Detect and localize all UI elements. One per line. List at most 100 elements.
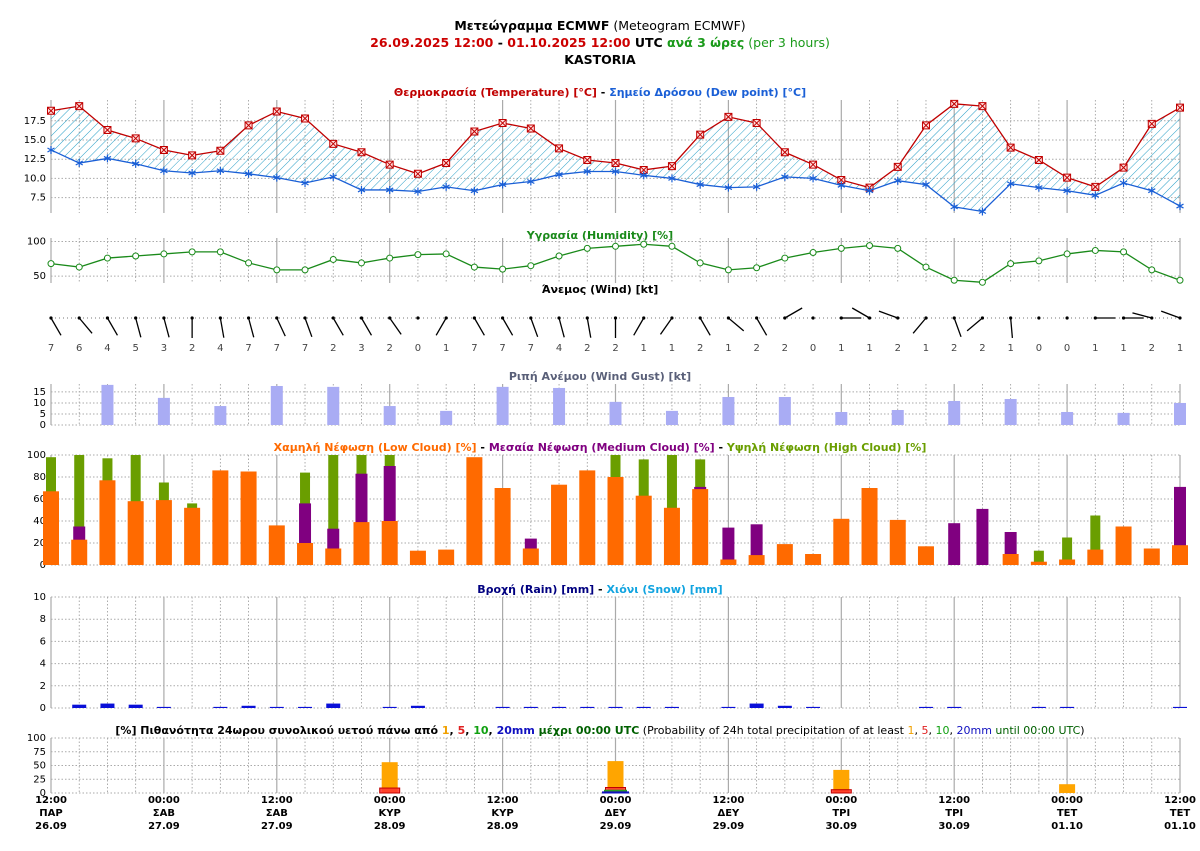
- title-part: 5: [921, 724, 928, 737]
- title-part: -: [597, 86, 609, 99]
- wind-arrow: [784, 307, 803, 319]
- title-part: 10: [473, 724, 489, 737]
- x-tick-label: 29.09: [600, 821, 632, 832]
- point-marker: [527, 262, 535, 270]
- point-marker: [132, 252, 140, 260]
- x-tick-label: 26.09: [35, 821, 67, 832]
- bar: [1060, 706, 1075, 708]
- wind-speed: 2: [584, 343, 590, 354]
- panel-title: Υγρασία (Humidity) [%]: [526, 229, 673, 242]
- y-tick-label: 15.0: [24, 135, 46, 146]
- bar: [579, 470, 596, 565]
- x-tick-label: ΔΕΥ: [605, 808, 628, 819]
- panel-title: Θερμοκρασία (Temperature) [°C] - Σημείο …: [394, 86, 806, 99]
- wind-arrow: [912, 317, 927, 334]
- temp-marker: [442, 159, 451, 168]
- wind-speed: 7: [302, 343, 308, 354]
- temp-marker: [75, 102, 84, 111]
- bar: [495, 706, 510, 708]
- dew-marker: [216, 166, 225, 175]
- dew-marker: [809, 174, 817, 183]
- dew-marker: [357, 185, 366, 194]
- wind-speed: 1: [669, 343, 675, 354]
- bar: [1143, 548, 1160, 565]
- title-part: -: [477, 441, 489, 454]
- bar: [918, 706, 933, 708]
- wind-arrow: [727, 317, 745, 332]
- point-marker: [301, 266, 309, 274]
- x-tick-label: 00:00: [1051, 795, 1083, 806]
- bar: [522, 548, 539, 565]
- bar: [580, 706, 595, 708]
- temp-marker: [1147, 119, 1156, 128]
- bar: [212, 470, 229, 565]
- y-tick-label: 2: [40, 681, 46, 692]
- panel-title: Ριπή Ανέμου (Wind Gust) [kt]: [509, 370, 691, 383]
- wind-speed: 1: [641, 343, 647, 354]
- bar: [663, 507, 680, 565]
- x-tick-label: 12:00: [1164, 795, 1196, 806]
- bar: [749, 703, 764, 708]
- x-tick-label: ΤΡΙ: [945, 808, 963, 819]
- wind-speed: 1: [1092, 343, 1098, 354]
- wind-arrow: [304, 317, 313, 338]
- wind-arrow: [966, 317, 983, 332]
- title-part: Χαμηλή Νέφωση (Low Cloud) [%]: [274, 441, 477, 454]
- dew-marker: [188, 169, 196, 178]
- dew-marker: [668, 174, 676, 183]
- bar: [381, 521, 398, 565]
- point-marker: [950, 276, 958, 284]
- title-part: Μετεώγραμμα ECMWF: [454, 18, 609, 33]
- point-marker: [866, 242, 874, 250]
- temp-marker: [780, 148, 789, 157]
- temp-marker: [724, 112, 733, 121]
- dew-marker: [329, 172, 338, 181]
- y-tick-label: 100: [27, 450, 46, 461]
- temp-marker: [1063, 173, 1072, 182]
- wind-speed: 4: [104, 343, 110, 354]
- title-part: Ριπή Ανέμου (Wind Gust) [kt]: [509, 370, 691, 383]
- bar: [72, 704, 87, 708]
- bar: [325, 548, 342, 565]
- temp-marker: [583, 155, 592, 164]
- x-tick-label: ΚΥΡ: [379, 808, 401, 819]
- x-tick-label: ΤΡΙ: [832, 808, 850, 819]
- bar: [636, 706, 651, 708]
- x-tick-label: ΔΕΥ: [717, 808, 740, 819]
- temp-marker: [893, 162, 902, 171]
- bar: [722, 397, 735, 425]
- wind-arrow: [360, 317, 373, 336]
- wind-arrow: [878, 310, 898, 319]
- bar: [602, 791, 629, 794]
- bar: [1174, 402, 1186, 425]
- wind-arrow: [473, 317, 485, 336]
- bar: [805, 554, 822, 565]
- wind-dot: [1037, 316, 1041, 320]
- dew-marker: [75, 159, 84, 168]
- dew-marker: [1091, 191, 1100, 200]
- y-tick-label: 0: [40, 420, 46, 431]
- bar: [410, 705, 425, 708]
- point-marker: [160, 250, 168, 258]
- title-part: KASTORIA: [564, 52, 636, 67]
- wind-speed: 1: [1177, 343, 1183, 354]
- x-tick-label: 28.09: [374, 821, 406, 832]
- y-tick-label: 50: [33, 271, 46, 282]
- x-tick-label: 30.09: [825, 821, 857, 832]
- temp-marker: [555, 144, 564, 153]
- wind-speed: 7: [528, 343, 534, 354]
- title-part: Θερμοκρασία (Temperature) [°C]: [394, 86, 597, 99]
- wind-speed: 2: [1149, 343, 1155, 354]
- panel-title: Άνεμος (Wind) [kt]: [542, 283, 659, 296]
- bar: [665, 410, 678, 425]
- wind-arrow: [219, 317, 225, 338]
- title-part: 1: [907, 724, 914, 737]
- point-marker: [1148, 266, 1156, 274]
- x-tick-label: 01.10: [1164, 821, 1196, 832]
- bar: [409, 550, 426, 565]
- title-part: [%] Πιθανότητα 24ωρου συνολικού υετού πά…: [115, 724, 441, 737]
- point-marker: [555, 252, 563, 260]
- y-tick-label: 100: [27, 733, 46, 744]
- bar: [184, 507, 201, 565]
- bar: [381, 762, 398, 793]
